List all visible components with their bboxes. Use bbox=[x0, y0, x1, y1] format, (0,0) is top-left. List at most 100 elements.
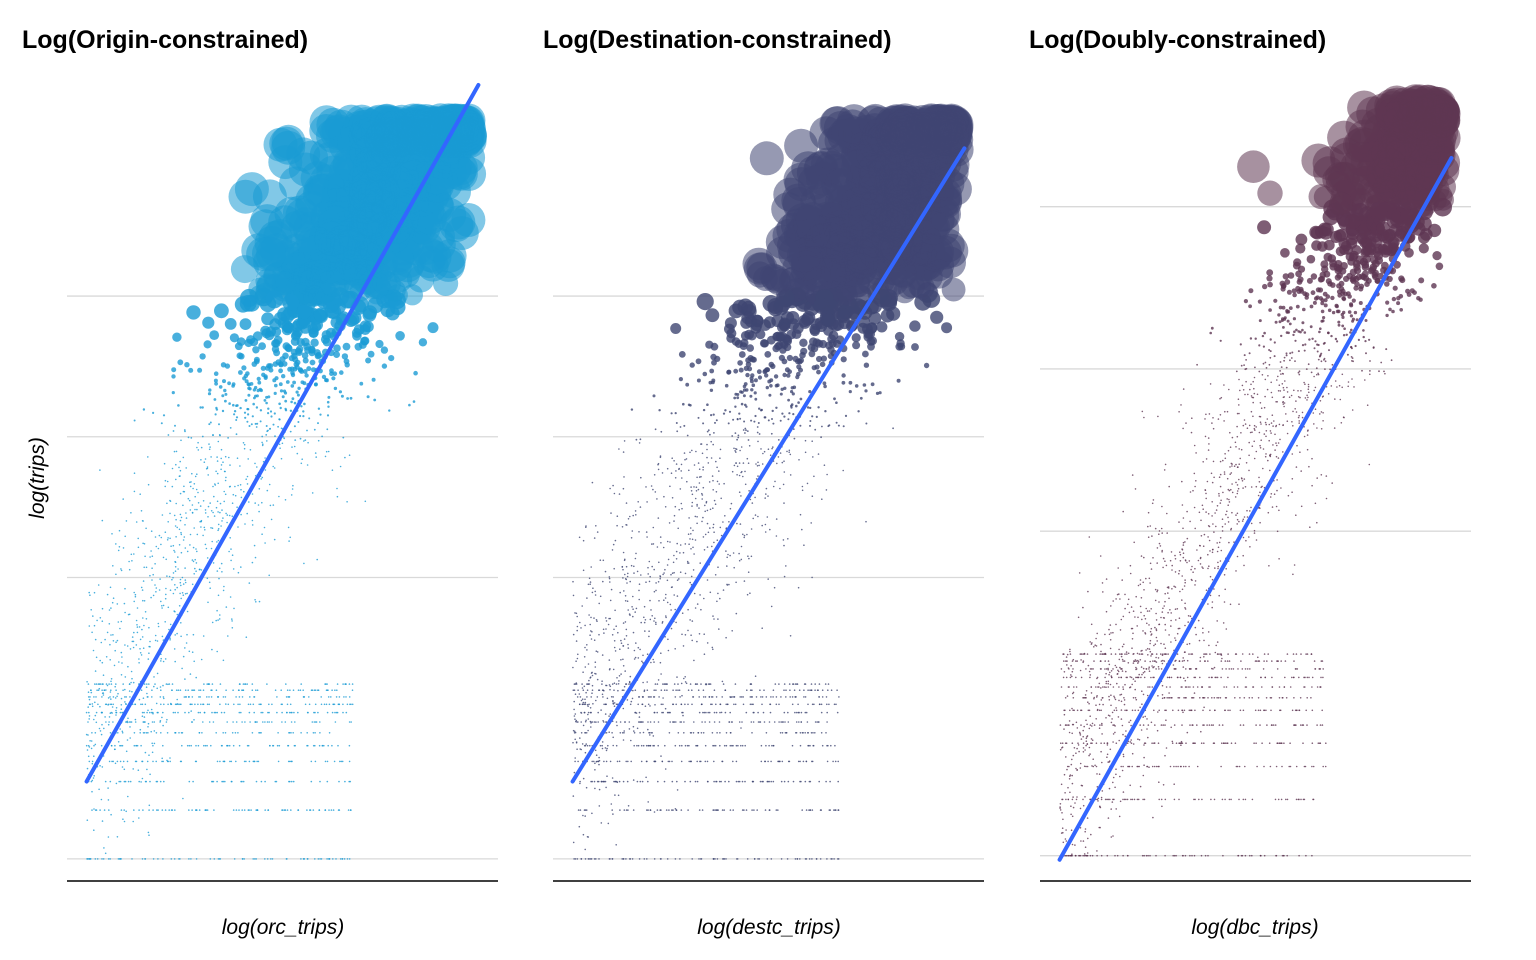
scatter-point bbox=[167, 537, 169, 539]
scatter-point bbox=[804, 439, 807, 442]
scatter-point bbox=[115, 711, 118, 714]
scatter-point bbox=[172, 592, 175, 595]
scatter-point bbox=[584, 703, 587, 706]
scatter-point bbox=[813, 703, 815, 706]
scatter-point bbox=[115, 683, 117, 685]
scatter-point bbox=[402, 114, 437, 149]
scatter-point bbox=[149, 640, 151, 643]
scatter-point bbox=[93, 775, 95, 777]
scatter-point bbox=[646, 809, 648, 811]
scatter-point bbox=[179, 592, 181, 595]
scatter-point bbox=[633, 649, 636, 652]
scatter-point bbox=[248, 582, 251, 584]
scatter-point bbox=[159, 720, 162, 722]
scatter-point bbox=[580, 627, 582, 629]
scatter-point bbox=[342, 342, 351, 351]
scatter-point bbox=[97, 703, 99, 706]
scatter-point bbox=[227, 437, 230, 439]
scatter-point bbox=[724, 383, 729, 388]
scatter-point bbox=[206, 466, 209, 468]
scatter-point bbox=[772, 780, 775, 783]
scatter-point bbox=[678, 351, 686, 358]
scatter-point bbox=[761, 627, 763, 629]
scatter-point bbox=[638, 598, 640, 601]
scatter-point bbox=[623, 440, 626, 442]
scatter-point bbox=[805, 809, 808, 811]
scatter-point bbox=[239, 295, 257, 312]
scatter-point bbox=[603, 703, 605, 706]
scatter-point bbox=[285, 696, 288, 698]
scatter-point bbox=[294, 744, 297, 747]
scatter-point bbox=[178, 858, 180, 860]
scatter-point bbox=[154, 683, 156, 685]
scatter-point bbox=[664, 744, 666, 747]
scatter-point bbox=[181, 576, 184, 579]
scatter-point bbox=[669, 603, 672, 606]
scatter-point bbox=[120, 620, 123, 623]
scatter-point bbox=[154, 634, 157, 637]
scatter-point bbox=[162, 556, 165, 559]
scatter-point bbox=[667, 638, 669, 641]
scatter-point bbox=[616, 524, 618, 527]
scatter-point bbox=[709, 508, 712, 511]
scatter-point bbox=[290, 721, 293, 723]
scatter-point bbox=[673, 594, 675, 596]
scatter-point bbox=[169, 512, 171, 515]
scatter-point bbox=[115, 707, 118, 709]
scatter-point bbox=[663, 689, 666, 691]
scatter-point bbox=[639, 648, 641, 651]
scatter-point bbox=[183, 485, 185, 488]
scatter-point bbox=[111, 533, 113, 535]
scatter-point bbox=[769, 528, 771, 531]
scatter-point bbox=[676, 595, 679, 597]
scatter-point bbox=[190, 721, 193, 723]
scatter-point bbox=[339, 465, 342, 468]
scatter-point bbox=[282, 389, 287, 393]
scatter-point bbox=[266, 489, 269, 492]
scatter-point bbox=[803, 689, 805, 691]
scatter-point bbox=[301, 458, 304, 461]
scatter-point bbox=[634, 510, 637, 512]
scatter-point bbox=[102, 674, 105, 676]
scatter-point bbox=[826, 721, 828, 723]
scatter-point bbox=[232, 809, 235, 811]
scatter-point bbox=[330, 696, 332, 698]
scatter-point bbox=[280, 309, 295, 324]
scatter-point bbox=[796, 683, 798, 685]
scatter-point bbox=[730, 502, 733, 505]
scatter-point bbox=[91, 631, 93, 634]
scatter-point bbox=[255, 406, 259, 409]
scatter-point bbox=[264, 469, 267, 471]
scatter-point bbox=[140, 654, 143, 656]
scatter-point bbox=[738, 491, 741, 494]
scatter-point bbox=[148, 834, 150, 836]
scatter-point bbox=[240, 513, 242, 516]
scatter-point bbox=[754, 397, 758, 401]
scatter-point bbox=[590, 638, 593, 640]
scatter-point bbox=[148, 652, 150, 654]
scatter-point bbox=[188, 858, 190, 860]
scatter-point bbox=[739, 696, 741, 698]
scatter-point bbox=[681, 633, 683, 636]
scatter-point bbox=[178, 466, 180, 469]
scatter-point bbox=[130, 670, 133, 673]
panel-title: Log(Destination-constrained) bbox=[543, 26, 892, 54]
scatter-point bbox=[128, 721, 131, 723]
scatter-point bbox=[194, 475, 197, 478]
scatter-point bbox=[220, 525, 222, 527]
scatter-point bbox=[232, 744, 235, 747]
scatter-point bbox=[115, 782, 118, 785]
scatter-point bbox=[228, 514, 231, 517]
scatter-point bbox=[191, 696, 194, 698]
scatter-point bbox=[136, 624, 138, 626]
scatter-point bbox=[418, 338, 428, 347]
scatter-point bbox=[620, 673, 622, 675]
scatter-point bbox=[338, 809, 341, 811]
scatter-point bbox=[274, 435, 276, 438]
scatter-point bbox=[213, 858, 216, 860]
scatter-point bbox=[271, 721, 273, 723]
scatter-point bbox=[250, 423, 253, 426]
scatter-point bbox=[710, 414, 713, 417]
scatter-point bbox=[230, 559, 232, 562]
scatter-point bbox=[773, 374, 779, 379]
